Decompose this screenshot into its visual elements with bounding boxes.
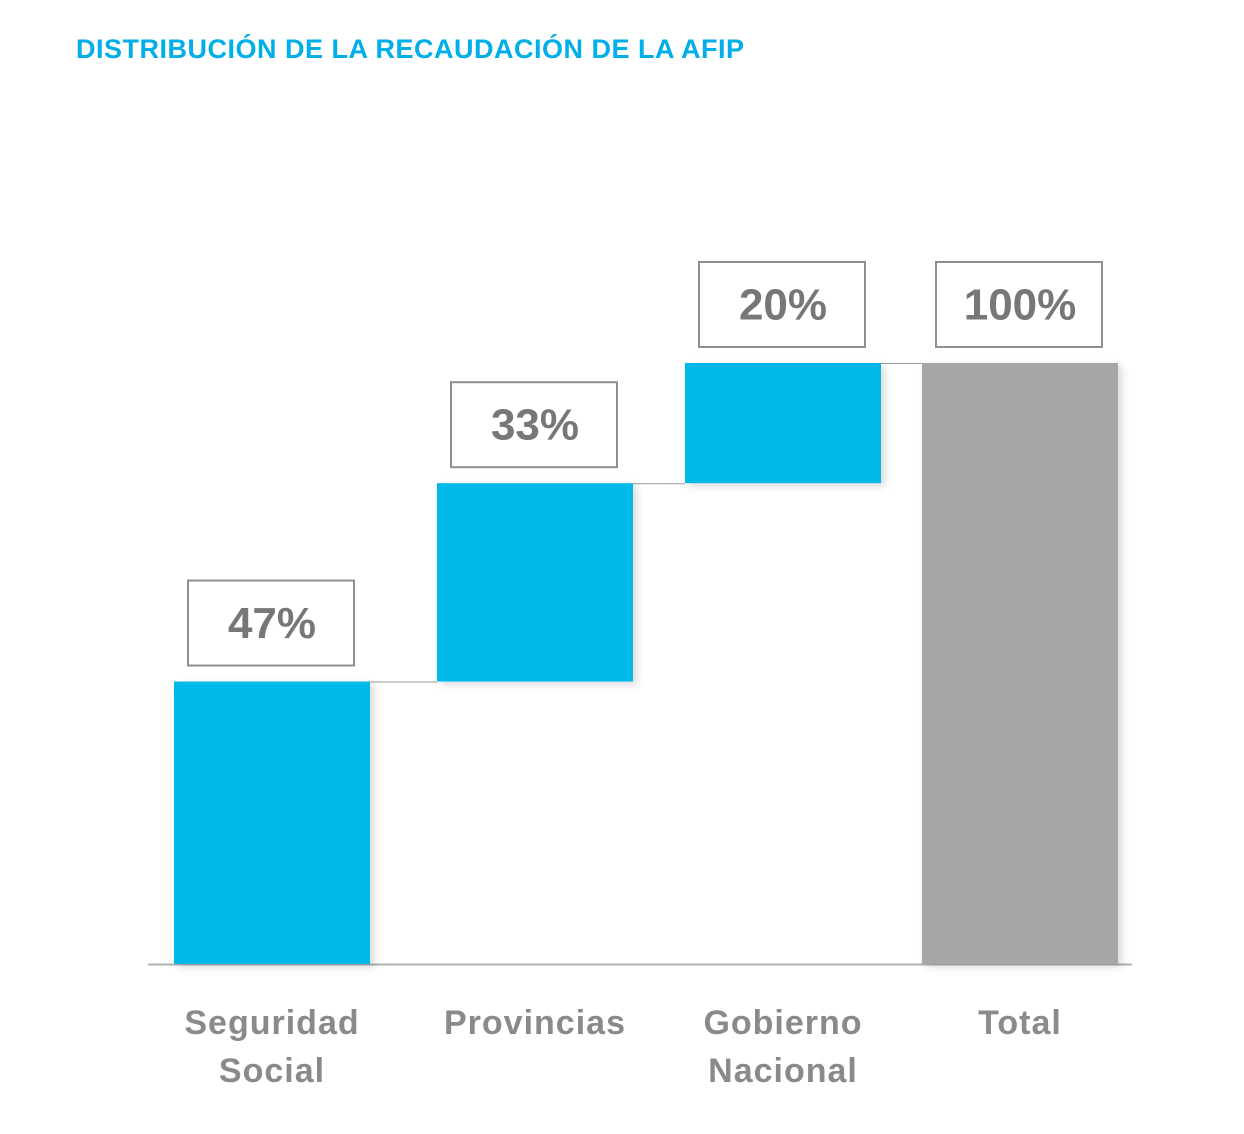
category-label: Seguridad Social bbox=[184, 1004, 360, 1090]
value-label: 100% bbox=[964, 281, 1077, 330]
value-label: 47% bbox=[228, 599, 316, 648]
value-label: 33% bbox=[491, 401, 579, 450]
category-label: Gobierno Nacional bbox=[703, 1004, 863, 1090]
category-label: Total bbox=[978, 1004, 1062, 1042]
value-label-box bbox=[187, 579, 355, 667]
value-label: 20% bbox=[739, 281, 827, 330]
category-label: Provincias bbox=[444, 1004, 626, 1042]
value-label-box bbox=[450, 381, 618, 469]
bar bbox=[437, 483, 633, 682]
value-label-box bbox=[935, 261, 1103, 348]
chart-title: DISTRIBUCIÓN DE LA RECAUDACIÓN DE LA AFI… bbox=[76, 34, 745, 64]
bar bbox=[922, 363, 1118, 964]
value-label-box bbox=[698, 261, 866, 348]
bar bbox=[685, 363, 881, 484]
bar bbox=[174, 681, 370, 964]
